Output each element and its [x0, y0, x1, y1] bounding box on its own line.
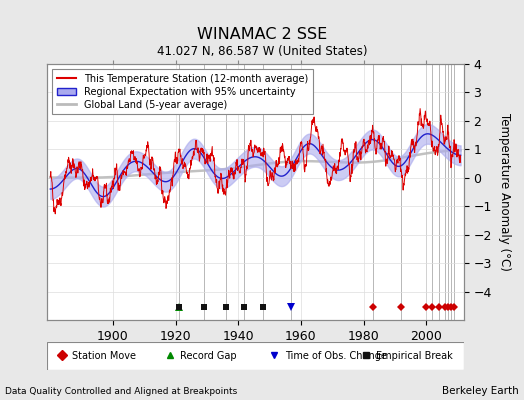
FancyBboxPatch shape [47, 342, 464, 370]
Text: Empirical Break: Empirical Break [376, 351, 453, 361]
Text: Berkeley Earth: Berkeley Earth [442, 386, 519, 396]
Legend: This Temperature Station (12-month average), Regional Expectation with 95% uncer: This Temperature Station (12-month avera… [52, 69, 313, 114]
Text: 41.027 N, 86.587 W (United States): 41.027 N, 86.587 W (United States) [157, 45, 367, 58]
Text: Record Gap: Record Gap [180, 351, 237, 361]
Text: Data Quality Controlled and Aligned at Breakpoints: Data Quality Controlled and Aligned at B… [5, 387, 237, 396]
Text: WINAMAC 2 SSE: WINAMAC 2 SSE [197, 27, 327, 42]
Text: Time of Obs. Change: Time of Obs. Change [285, 351, 387, 361]
Text: Station Move: Station Move [72, 351, 136, 361]
Y-axis label: Temperature Anomaly (°C): Temperature Anomaly (°C) [498, 113, 511, 271]
